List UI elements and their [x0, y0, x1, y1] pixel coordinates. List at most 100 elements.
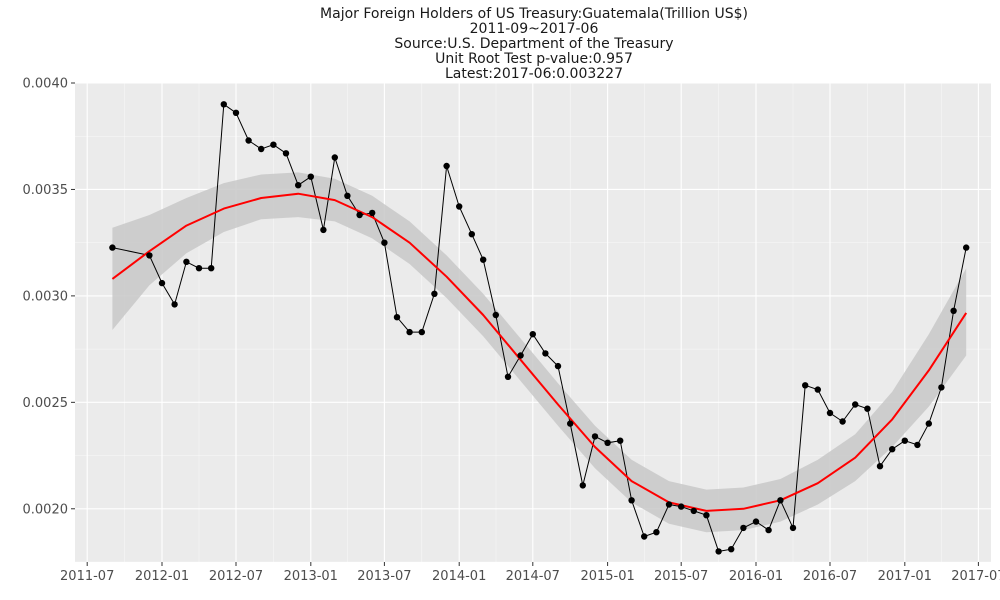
x-tick-label: 2017-01	[878, 569, 932, 584]
data-points	[109, 101, 970, 555]
data-point	[344, 192, 351, 199]
data-point	[220, 101, 227, 108]
data-point	[617, 437, 624, 444]
x-tick-label: 2013-01	[284, 569, 338, 584]
data-point	[369, 209, 376, 217]
title-line-3: Source:U.S. Department of the Treasury	[394, 36, 673, 52]
data-point	[517, 352, 524, 359]
data-point	[480, 256, 487, 263]
y-tick-label: 0.0040	[23, 77, 69, 92]
data-point	[789, 524, 797, 532]
data-point	[826, 409, 834, 417]
data-point	[542, 350, 549, 357]
x-tick-label: 2016-07	[803, 569, 857, 584]
data-point	[195, 265, 203, 272]
data-point	[777, 497, 784, 504]
x-tick-label: 2015-01	[580, 569, 634, 584]
data-point	[752, 518, 760, 525]
data-point	[245, 137, 252, 144]
data-point	[393, 314, 401, 321]
data-point	[690, 507, 697, 515]
x-tick-label: 2014-01	[432, 569, 486, 584]
data-point	[715, 548, 722, 555]
title-line-5: Latest:2017-06:0.003227	[445, 66, 623, 82]
fit-line	[111, 192, 968, 512]
smooth-fit	[111, 192, 968, 512]
confidence-band	[112, 172, 967, 533]
data-point	[504, 373, 512, 380]
title-line-1: Major Foreign Holders of US Treasury:Gua…	[320, 6, 748, 22]
data-point	[282, 150, 290, 157]
data-point	[232, 109, 240, 117]
data-point	[728, 546, 735, 553]
data-point	[740, 524, 747, 532]
x-tick-label: 2017-07	[951, 569, 1000, 584]
data-point	[591, 433, 599, 440]
data-point	[901, 437, 908, 444]
data-point	[554, 362, 562, 370]
y-tick-label: 0.0020	[23, 502, 69, 517]
data-point	[938, 384, 945, 391]
data-point	[171, 301, 178, 308]
data-point	[653, 529, 660, 536]
y-axis: 0.0020 0.0025 0.0030 0.0035 0.0040	[23, 77, 75, 517]
data-point	[641, 533, 648, 540]
data-point	[814, 386, 821, 393]
data-point	[468, 231, 475, 238]
x-tick-label: 2014-07	[506, 569, 560, 584]
y-tick-label: 0.0025	[23, 396, 69, 411]
data-point	[295, 182, 302, 189]
data-point	[320, 226, 327, 234]
data-point	[802, 382, 809, 389]
data-point	[307, 173, 314, 180]
data-point	[678, 503, 685, 510]
data-point	[208, 265, 215, 272]
data-point	[925, 420, 932, 427]
data-point	[456, 203, 463, 210]
data-point	[876, 463, 884, 470]
major-gridlines	[75, 82, 991, 562]
data-point	[258, 145, 265, 153]
data-point	[567, 420, 574, 427]
data-point	[529, 331, 536, 338]
data-point	[579, 482, 586, 489]
data-point	[406, 328, 413, 336]
data-point	[914, 441, 921, 449]
data-point	[331, 154, 338, 161]
data-point	[443, 162, 450, 170]
data-point	[418, 328, 425, 336]
x-axis: 2011-07 2012-01 2012-07 2013-01 2013-07 2014-…	[60, 562, 1000, 584]
data-point	[158, 279, 166, 287]
data-point	[703, 512, 710, 519]
data-point	[839, 418, 846, 425]
data-point	[665, 501, 673, 508]
x-tick-label: 2012-07	[209, 569, 263, 584]
data-point	[852, 401, 859, 408]
data-point	[109, 244, 116, 251]
title-line-2: 2011-09~2017-06	[470, 21, 599, 37]
x-tick-label: 2011-07	[60, 569, 114, 584]
data-point	[492, 311, 499, 319]
data-point	[381, 239, 388, 246]
data-point	[628, 497, 635, 504]
confidence-ribbon	[112, 172, 967, 533]
data-point	[604, 439, 611, 446]
chart-title: Major Foreign Holders of US Treasury:Gua…	[320, 6, 748, 82]
x-tick-label: 2015-07	[654, 569, 708, 584]
y-tick-label: 0.0030	[23, 289, 69, 304]
title-line-4: Unit Root Test p-value:0.957	[435, 51, 633, 67]
data-point	[431, 290, 438, 297]
x-tick-label: 2012-01	[135, 569, 189, 584]
y-tick-label: 0.0035	[23, 183, 69, 198]
data-point	[765, 526, 772, 534]
x-tick-label: 2016-01	[729, 569, 783, 584]
data-point	[356, 211, 363, 219]
data-point	[950, 307, 957, 314]
x-tick-label: 2013-07	[357, 569, 411, 584]
data-point	[864, 405, 871, 412]
data-point	[889, 446, 896, 453]
data-point	[963, 244, 970, 251]
data-point	[183, 258, 190, 265]
data-point	[270, 141, 277, 148]
